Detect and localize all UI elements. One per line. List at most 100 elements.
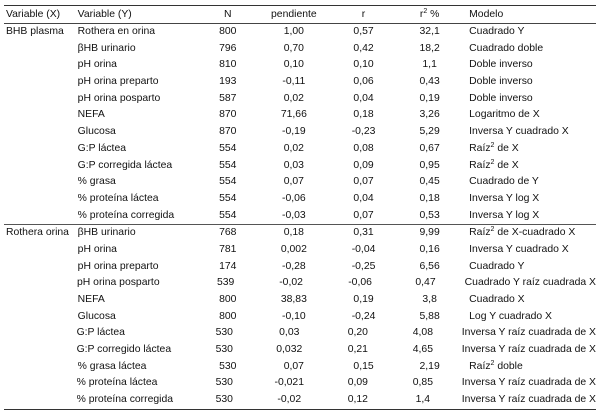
table-row: % proteína láctea 554 -0,06 0,04 0,18 Inversa… <box>4 191 596 208</box>
table-row: % grasa 554 0,07 0,07 0,45 Cuadrado de Y <box>4 174 596 191</box>
table-header-rule <box>4 23 596 24</box>
variable-x-cell <box>4 375 75 392</box>
n-cell: 587 <box>219 92 237 104</box>
n-cell: 530 <box>219 360 237 372</box>
n-cell: 174 <box>219 260 237 272</box>
r2-cell: 1,4 <box>415 394 431 406</box>
table-row: G:P láctea 554 0,02 0,08 0,67 Raíz2 de X <box>4 141 596 158</box>
table-row: pH orina 781 0,002 -0,04 0,16 Inversa Y cuadr… <box>4 242 596 259</box>
table-top-rule <box>4 5 596 6</box>
r-cell: 0,21 <box>347 344 368 356</box>
model-cell: Inversa Y raíz cuadrada de X <box>461 394 596 406</box>
model-cell: Raíz2 de X <box>469 141 519 154</box>
variable-y-cell: % grasa <box>77 176 116 188</box>
r2-cell: 0,85 <box>412 377 433 389</box>
table-row: pH orina 810 0,10 0,10 1,1 Doble inverso <box>4 57 596 74</box>
header-r2: r2 % <box>419 8 440 20</box>
r-cell: 0,04 <box>353 92 374 104</box>
variable-y-cell: % proteína corregida <box>77 209 175 221</box>
variable-x-cell <box>4 124 76 141</box>
model-cell: Inversa Y raíz cuadrada de X <box>461 344 596 356</box>
variable-y-cell: % proteína corregida <box>76 394 174 406</box>
n-cell: 193 <box>219 76 237 88</box>
variable-x-cell <box>4 174 76 191</box>
table-row: Glucosa 870 -0,19 -0,23 5,29 Inversa Y cuadra… <box>4 124 596 141</box>
r2-cell: 4,65 <box>412 344 433 356</box>
n-cell: 554 <box>219 209 237 221</box>
slope-cell: 71,66 <box>280 109 307 121</box>
n-cell: 870 <box>219 126 237 138</box>
variable-y-cell: G:P corregida láctea <box>77 159 173 171</box>
n-cell: 870 <box>219 109 237 121</box>
slope-cell: 0,70 <box>283 42 304 54</box>
slope-cell: -0,10 <box>282 310 306 322</box>
model-cell: Inversa Y cuadrado X <box>469 243 569 255</box>
table-bottom-rule <box>4 408 596 410</box>
variable-y-cell: pH orina preparto <box>77 76 159 88</box>
r-cell: 0,04 <box>353 192 374 204</box>
variable-x-cell <box>4 57 76 74</box>
r-cell: 0,09 <box>347 377 368 389</box>
r-cell: 0,18 <box>353 109 374 121</box>
header-slope: pendiente <box>271 9 317 20</box>
header-r: r <box>361 9 366 20</box>
slope-cell: 0,02 <box>283 92 304 104</box>
regression-table: Variable (X) Variable (Y) N pendiente r … <box>4 5 596 410</box>
slope-cell: -0,02 <box>279 277 303 289</box>
r2-cell: 32,1 <box>419 26 440 37</box>
variable-x-cell <box>4 325 75 342</box>
r-cell: 0,57 <box>353 26 374 37</box>
n-cell: 796 <box>219 42 237 54</box>
variable-x-cell <box>4 275 75 292</box>
header-var-y: Variable (Y) <box>77 9 132 20</box>
slope-cell: 0,07 <box>283 360 304 372</box>
model-cell: Inversa Y log X <box>469 209 540 221</box>
r2-cell: 5,88 <box>419 310 440 322</box>
variable-x-cell <box>4 242 76 259</box>
table-row: Rothera orina βHB urinario 768 0,18 0,31 9,99… <box>4 224 596 242</box>
slope-cell: -0,021 <box>274 377 304 389</box>
n-cell: 800 <box>219 310 237 322</box>
table-row: % proteína corregida 530 -0,02 0,12 1,4 Inver… <box>4 392 596 409</box>
header-n: N <box>223 9 232 20</box>
slope-cell: 0,032 <box>276 344 303 356</box>
variable-y-cell: pH orina posparto <box>77 277 160 289</box>
r2-cell: 3,8 <box>422 294 437 305</box>
variable-x-cell <box>4 292 76 309</box>
r-cell: 0,12 <box>347 394 368 406</box>
table-row: pH orina preparto 193 -0,11 0,06 0,43 Doble i… <box>4 74 596 91</box>
slope-cell: -0,19 <box>282 126 306 138</box>
table-row: % proteína corregida 554 -0,03 0,07 0,53 Inve… <box>4 208 596 225</box>
model-cell: Cuadrado de Y <box>469 176 539 188</box>
variable-y-cell: G:P láctea <box>76 327 125 339</box>
model-cell: Doble inverso <box>469 59 533 71</box>
r2-cell: 4,08 <box>412 327 433 339</box>
r2-cell: 0,67 <box>419 142 440 154</box>
variable-y-cell: Glucosa <box>77 126 116 138</box>
r-cell: 0,09 <box>353 159 374 171</box>
variable-y-cell: G:P corregido láctea <box>76 344 172 356</box>
model-cell: Raíz2 doble <box>469 359 523 372</box>
table-row: G:P corregida láctea 554 0,03 0,09 0,95 Raíz2… <box>4 158 596 175</box>
table-row: pH orina posparto 539 -0,02 -0,06 0,47 Cuadra… <box>4 275 596 292</box>
header-model: Modelo <box>469 9 504 20</box>
r-cell: 0,06 <box>353 76 374 88</box>
slope-cell: -0,06 <box>282 192 306 204</box>
variable-y-cell: pH orina <box>77 243 117 255</box>
model-cell: Inversa Y raíz cuadrada de X <box>461 377 596 389</box>
model-cell: Cuadrado Y <box>469 26 525 37</box>
variable-y-cell: % grasa láctea <box>77 360 147 372</box>
variable-y-cell: Rothera en orina <box>77 26 156 37</box>
n-cell: 800 <box>219 294 237 305</box>
variable-x-cell <box>4 107 76 124</box>
variable-x-cell <box>4 259 76 276</box>
r2-cell: 0,47 <box>415 277 436 289</box>
table-body: BHB plasma Rothera en orina 800 1,00 0,57 32,… <box>4 24 596 409</box>
model-cell: Logaritmo de X <box>469 109 540 121</box>
model-cell: Raíz2 de X <box>469 158 519 171</box>
r2-cell: 1,1 <box>422 59 437 71</box>
n-cell: 554 <box>219 176 237 188</box>
table-row: Glucosa 800 -0,10 -0,24 5,88 Log Y cuadrado X <box>4 309 596 326</box>
r-cell: -0,25 <box>351 260 376 272</box>
variable-x-cell <box>4 141 76 158</box>
